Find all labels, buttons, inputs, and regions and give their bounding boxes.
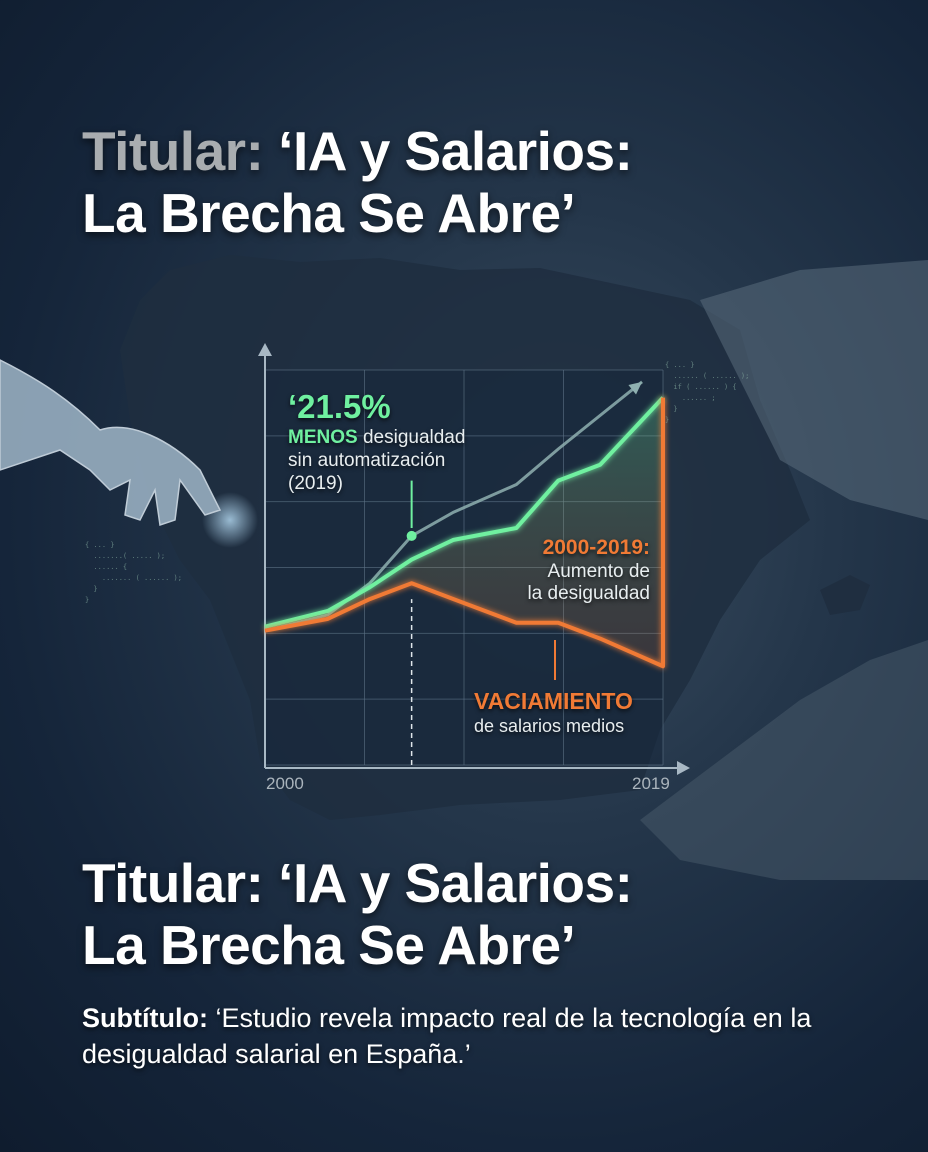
headline-top: Titular: ‘IA y Salarios: La Brecha Se Ab…	[82, 120, 633, 244]
code-panel-left: { ... } .......( ..... ); ...... { .....…	[85, 541, 182, 604]
y-axis-arrow-icon	[258, 343, 272, 356]
green-value: ‘21.5%	[288, 388, 391, 425]
robot-hand-illustration	[0, 359, 258, 548]
annotation-orange: 2000-2019: Aumento de la desigualdad	[527, 535, 650, 605]
subtitle-label: Subtítulo:	[82, 1003, 208, 1033]
green-text1: desigualdad	[357, 427, 466, 448]
balearic-island	[820, 575, 870, 615]
annotation-green: ‘21.5% MENOS desigualdad sin automatizac…	[288, 388, 465, 495]
green-text2: sin automatización	[288, 450, 446, 471]
africa-coast-silhouette	[640, 640, 928, 880]
x-tick-label-start: 2000	[266, 774, 304, 793]
vac-text: de salarios medios	[474, 716, 625, 736]
orange-text1: Aumento de	[547, 561, 650, 582]
headline-bottom-line2: La Brecha Se Abre’	[82, 914, 576, 976]
headline-bottom-prefix: Titular:	[82, 852, 264, 914]
subtitle-text: ‘Estudio revela impacto real de la tecno…	[82, 1003, 812, 1069]
headline-line1: ‘IA y Salarios:	[278, 120, 633, 182]
green-em: MENOS	[288, 427, 358, 448]
orange-period: 2000-2019:	[542, 536, 650, 559]
trend-line	[264, 380, 643, 633]
headline-bottom-line1: ‘IA y Salarios:	[278, 852, 633, 914]
headline-line2: La Brecha Se Abre’	[82, 182, 576, 244]
x-axis-arrow-icon	[677, 761, 690, 775]
annotation-vaciamiento: VACIAMIENTO de salarios medios	[474, 688, 633, 738]
orange-series-line	[264, 397, 665, 669]
vac-title: VACIAMIENTO	[474, 688, 633, 714]
headline-prefix: Titular:	[82, 120, 264, 182]
code-panel-right: { ... } ...... ( ...... ); if ( ...... )…	[665, 361, 750, 424]
chart	[258, 343, 690, 775]
green-text3: (2019)	[288, 473, 343, 494]
marker-point	[406, 530, 417, 541]
gap-area	[265, 397, 663, 667]
x-tick-label-end: 2019	[632, 774, 670, 793]
trend-arrow-icon	[628, 381, 643, 395]
subtitle: Subtítulo: ‘Estudio revela impacto real …	[82, 1000, 882, 1072]
orange-text2: la desigualdad	[527, 583, 650, 604]
france-coast-silhouette	[700, 260, 928, 520]
headline-bottom: Titular: ‘IA y Salarios: La Brecha Se Ab…	[82, 852, 633, 976]
